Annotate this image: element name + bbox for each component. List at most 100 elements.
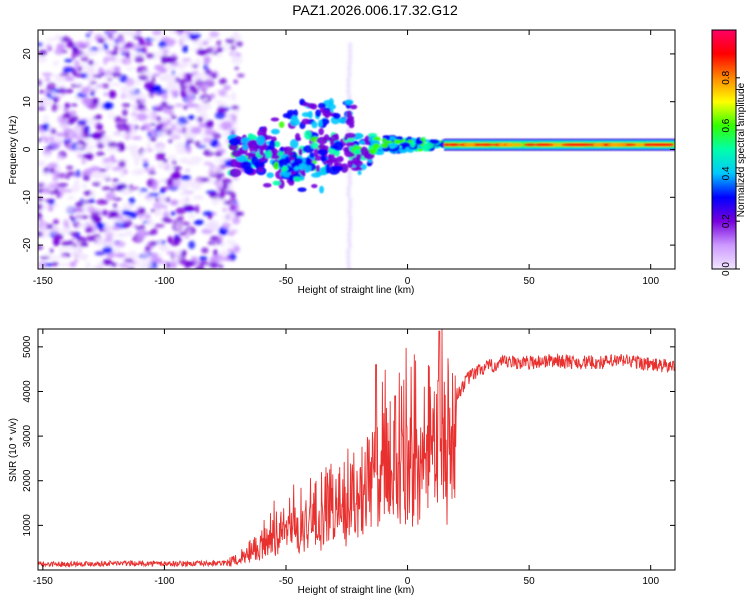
heat-blob — [289, 138, 299, 149]
colorbar-ticks: 0.0 0.2 0.4 0.6 0.8 — [721, 70, 740, 276]
heat-blob — [107, 266, 113, 269]
heat-blob — [185, 145, 192, 154]
heat-blob — [131, 112, 138, 117]
snr-series-line — [38, 329, 675, 568]
heat-blob — [347, 231, 351, 238]
heat-blob — [214, 151, 223, 157]
heat-blob — [270, 154, 280, 160]
heat-blob — [81, 158, 87, 165]
spectrogram-x-label: Height of straight line (km) — [298, 285, 415, 296]
heat-blob — [165, 105, 175, 110]
heat-blob — [287, 166, 296, 171]
heat-blob — [132, 144, 137, 148]
heat-blob — [98, 228, 106, 232]
heat-blob — [145, 231, 156, 235]
heat-blob — [203, 161, 213, 166]
x-tick-label: -100 — [154, 276, 174, 287]
heat-blob — [218, 264, 224, 269]
heat-blob — [332, 112, 341, 120]
heat-blob — [244, 166, 254, 175]
heat-blob — [38, 182, 45, 187]
heat-blob — [147, 219, 154, 226]
heat-blob — [161, 36, 171, 41]
heat-blob — [177, 256, 187, 265]
heat-blob — [85, 32, 91, 39]
heat-blob — [66, 195, 75, 201]
heat-blob — [212, 133, 222, 139]
heat-blob — [121, 52, 127, 56]
heat-blob — [160, 55, 171, 62]
heat-blob — [105, 232, 113, 242]
heat-blob — [209, 236, 219, 241]
spectrogram-x-axis: -150 -100 -50 0 50 100 — [33, 30, 659, 287]
heat-blob — [347, 266, 351, 269]
heat-blob — [137, 103, 146, 110]
heat-blob — [107, 34, 113, 38]
heat-blob — [76, 223, 88, 228]
heat-blob — [47, 163, 58, 169]
heat-blob — [110, 187, 115, 192]
heat-blob — [77, 120, 88, 125]
heat-blob — [86, 50, 98, 56]
y-tick-label: 10 — [22, 96, 33, 108]
heat-blob — [120, 169, 125, 179]
heat-blob — [202, 76, 213, 80]
heat-blob — [335, 155, 344, 163]
heat-blob — [119, 46, 130, 54]
heat-blob — [127, 30, 138, 37]
heat-blob — [66, 165, 74, 170]
heat-blob — [122, 109, 128, 117]
heat-blob — [163, 211, 170, 219]
heat-blob — [69, 215, 76, 220]
heat-blob — [121, 103, 131, 108]
x-tick-label: -50 — [279, 576, 294, 587]
heat-blob — [152, 72, 161, 77]
heat-blob — [347, 65, 351, 72]
heat-blob — [124, 258, 134, 263]
heat-blob — [170, 61, 180, 67]
heat-blob — [338, 117, 348, 124]
heat-blob — [353, 160, 363, 167]
heat-blob — [121, 209, 132, 216]
heat-blob — [170, 134, 181, 140]
tone-peak — [666, 143, 675, 147]
heat-blob — [156, 123, 165, 130]
heat-blob — [328, 153, 335, 158]
heat-blob — [57, 34, 62, 41]
heat-blob — [123, 44, 133, 49]
heat-blob — [144, 213, 151, 220]
heat-blob — [65, 205, 74, 213]
heat-blob — [184, 263, 190, 269]
heat-blob — [38, 49, 47, 56]
tone-peak — [592, 143, 605, 147]
heat-blob — [333, 133, 339, 143]
heat-blob — [122, 202, 128, 211]
heat-blob — [149, 136, 157, 142]
heat-blob — [348, 220, 352, 227]
heat-blob — [41, 223, 47, 231]
heat-blob — [182, 45, 189, 53]
heat-blob — [56, 183, 69, 187]
tone-peak — [637, 143, 645, 147]
heat-blob — [97, 37, 106, 44]
heat-blob — [185, 168, 190, 173]
heat-blob — [53, 227, 60, 232]
heat-blob — [73, 131, 85, 141]
heat-blob — [142, 161, 149, 169]
heat-blob — [139, 188, 148, 193]
heat-blob — [110, 50, 119, 56]
signal-region — [227, 98, 675, 194]
heat-blob — [110, 82, 122, 87]
tone-peak — [645, 143, 668, 147]
heat-blob — [74, 72, 84, 78]
heat-blob — [347, 82, 351, 89]
heat-blob — [116, 232, 127, 238]
heat-blob — [138, 265, 150, 269]
heat-blob — [366, 162, 373, 167]
heat-blob — [304, 130, 312, 140]
tone-peak — [511, 143, 523, 147]
heat-blob — [90, 84, 97, 89]
heat-blob — [227, 243, 237, 247]
heat-blob — [202, 211, 214, 216]
